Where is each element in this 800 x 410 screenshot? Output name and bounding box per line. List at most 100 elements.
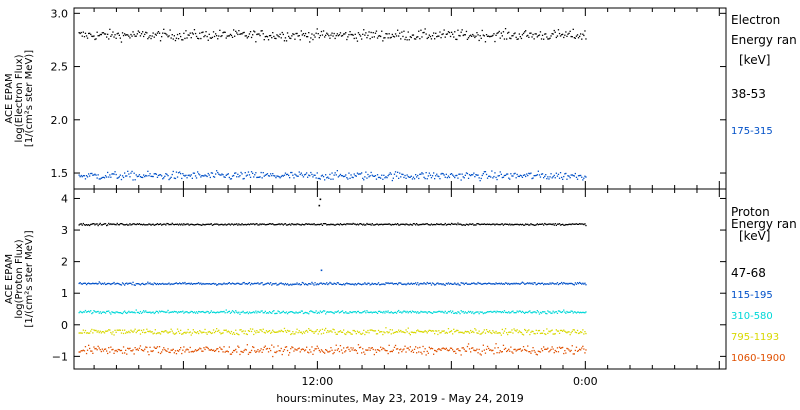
data-point: [107, 282, 109, 285]
data-point: [184, 175, 186, 177]
data-point: [443, 330, 445, 332]
data-point: [425, 354, 427, 356]
data-point: [488, 282, 490, 284]
data-point: [171, 173, 173, 176]
data-point: [244, 348, 246, 351]
data-point: [496, 332, 498, 334]
data-point: [266, 312, 269, 314]
data-point: [503, 38, 506, 40]
data-point: [415, 311, 417, 313]
data-point: [447, 310, 450, 313]
data-point: [503, 223, 506, 225]
data-point: [332, 353, 334, 355]
data-point: [249, 31, 252, 33]
data-point: [533, 224, 535, 226]
data-point: [558, 310, 561, 312]
data-point: [132, 223, 134, 225]
data-point: [85, 332, 88, 334]
data-point: [163, 283, 165, 285]
data-point: [186, 283, 188, 285]
data-point: [339, 330, 342, 332]
data-point: [513, 312, 515, 314]
data-point: [223, 31, 225, 33]
data-point: [302, 224, 305, 226]
data-point: [86, 176, 89, 178]
data-point: [136, 348, 138, 350]
data-point: [450, 222, 453, 225]
data-point: [568, 223, 570, 225]
data-point: [430, 312, 433, 314]
data-point: [558, 332, 561, 334]
data-point: [327, 283, 329, 286]
data-point: [544, 348, 546, 350]
data-point: [180, 283, 182, 285]
data-point: [162, 330, 164, 333]
data-point: [100, 33, 102, 36]
data-point: [371, 174, 373, 176]
data-point: [435, 175, 437, 177]
data-point: [428, 34, 430, 36]
data-point: [281, 353, 283, 356]
data-point: [193, 172, 196, 174]
data-point: [322, 30, 325, 32]
data-point: [131, 35, 133, 37]
data-point: [471, 282, 473, 284]
data-point: [369, 223, 371, 225]
data-point: [132, 281, 134, 283]
data-point: [337, 282, 339, 284]
data-point: [362, 283, 364, 285]
data-point: [107, 352, 109, 355]
data-point: [377, 282, 380, 284]
data-point: [218, 173, 220, 175]
data-point: [137, 30, 139, 32]
data-point: [175, 353, 178, 355]
data-point: [402, 311, 404, 313]
data-point: [471, 35, 473, 37]
data-point: [557, 351, 560, 353]
data-point: [170, 349, 172, 351]
data-point: [441, 33, 443, 36]
data-point: [382, 178, 384, 180]
data-point: [491, 332, 493, 335]
data-point: [355, 312, 357, 314]
data-point: [248, 174, 251, 176]
data-point: [563, 36, 565, 39]
data-point: [177, 38, 180, 40]
data-point: [187, 174, 189, 177]
data-point: [553, 352, 555, 354]
data-point: [278, 36, 280, 38]
data-point: [120, 332, 123, 334]
data-point: [364, 176, 366, 178]
data-point: [183, 312, 185, 314]
data-point: [319, 329, 321, 331]
data-point: [475, 349, 477, 352]
data-point: [149, 35, 151, 37]
data-point: [381, 174, 383, 176]
data-point: [394, 223, 397, 225]
data-point: [266, 282, 269, 284]
data-point: [401, 31, 403, 33]
data-point: [207, 347, 209, 350]
data-point: [204, 283, 206, 285]
data-point: [332, 223, 334, 225]
data-point: [580, 33, 582, 35]
data-point: [405, 36, 407, 38]
data-point: [156, 32, 159, 34]
data-point: [89, 175, 91, 177]
data-point: [320, 333, 323, 335]
data-point: [101, 176, 103, 179]
data-point: [363, 351, 365, 353]
data-point: [314, 311, 316, 314]
data-point: [86, 224, 89, 226]
data-point: [341, 352, 344, 354]
data-point: [377, 224, 380, 226]
data-point: [519, 348, 521, 350]
data-point: [189, 311, 191, 313]
data-point: [331, 311, 333, 313]
data-point: [436, 36, 438, 38]
data-point: [403, 331, 405, 333]
data-point: [463, 348, 465, 350]
data-point: [169, 283, 171, 286]
data-point: [169, 29, 171, 31]
data-point: [367, 349, 369, 351]
